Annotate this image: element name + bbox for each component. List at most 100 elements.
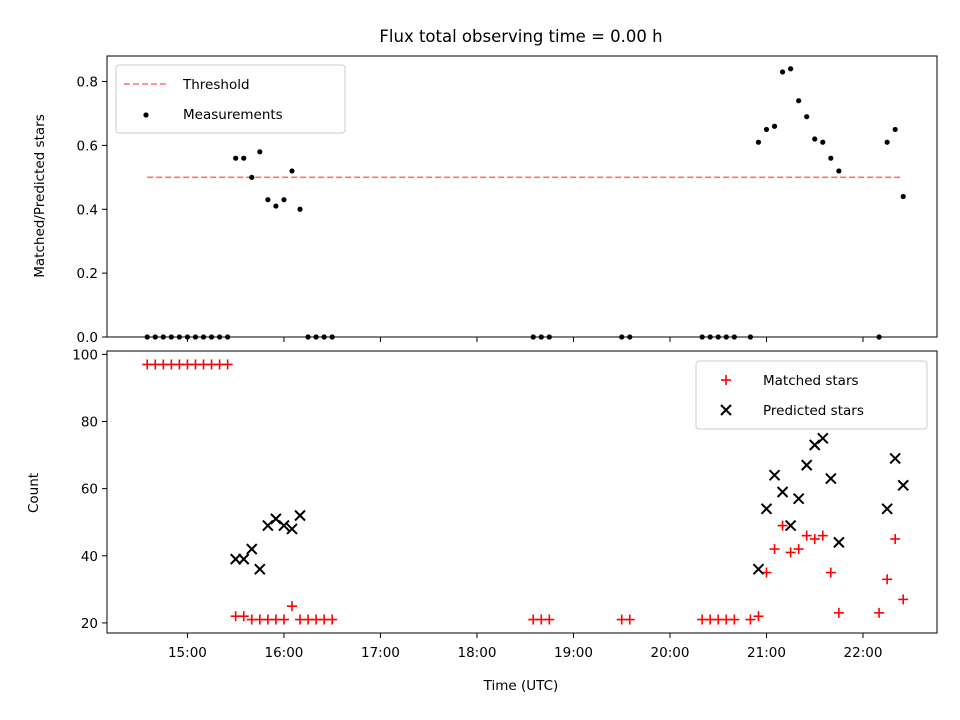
predicted-stars-point xyxy=(801,459,813,471)
measurement-point xyxy=(884,139,890,145)
predicted-stars-point xyxy=(792,493,805,505)
measurement-point xyxy=(225,334,231,340)
measurement-point xyxy=(216,334,223,340)
matched-stars-point xyxy=(753,611,764,622)
legend-threshold-label: Threshold xyxy=(182,77,250,93)
matched-stars-point xyxy=(785,547,796,558)
legend-measurements-label: Measurements xyxy=(183,107,283,123)
matched-stars-point xyxy=(809,534,820,544)
measurement-point xyxy=(305,334,311,340)
measurement-point xyxy=(265,197,271,203)
measurement-point xyxy=(249,174,255,180)
matched-stars-point xyxy=(898,594,909,605)
predicted-stars-point xyxy=(286,523,298,535)
measurement-point xyxy=(329,334,335,340)
legend-box xyxy=(115,64,346,134)
measurement-point xyxy=(538,334,544,340)
measurement-point xyxy=(747,334,754,340)
measurement-point xyxy=(699,334,705,340)
measurement-point xyxy=(876,334,882,340)
x-tick-label: 19:00 xyxy=(554,645,593,661)
measurement-point xyxy=(763,126,770,133)
matched-stars-point xyxy=(882,574,893,585)
matched-stars-point xyxy=(238,611,249,622)
measurement-point xyxy=(731,334,737,340)
predicted-stars-point xyxy=(278,519,290,532)
matched-stars-point xyxy=(327,614,338,625)
measurement-point xyxy=(233,155,239,161)
legend-box xyxy=(695,360,928,430)
measurement-point xyxy=(828,155,834,161)
measurement-point xyxy=(530,334,536,340)
measurement-point xyxy=(321,334,327,340)
measurement-point xyxy=(804,114,810,120)
measurement-point xyxy=(273,203,279,209)
matched-stars-point xyxy=(833,607,844,618)
measurement-point xyxy=(289,168,295,174)
matched-stars-point xyxy=(793,544,804,555)
top-panel: 0.0 0.2 0.4 0.6 0.8 Threshold Measurements xyxy=(77,55,938,346)
measurement-point xyxy=(788,66,794,72)
measurement-point xyxy=(192,334,199,340)
legend-measurements-swatch xyxy=(143,112,149,118)
predicted-stars-point xyxy=(760,503,773,515)
predicted-stars-point xyxy=(897,479,909,491)
y-tick-label: 20 xyxy=(81,616,98,632)
legend-predicted-swatch xyxy=(720,404,732,416)
chart-title: Flux total observing time = 0.00 h xyxy=(379,27,662,46)
plot-frame xyxy=(106,55,938,338)
measurement-point xyxy=(619,334,625,340)
y-tick-label: 60 xyxy=(81,482,98,498)
measurement-point xyxy=(152,334,158,340)
measurement-point xyxy=(715,334,721,340)
measurement-point xyxy=(812,136,818,142)
measurement-point xyxy=(779,69,786,75)
measurement-point xyxy=(281,197,287,203)
top-legend: Threshold Measurements xyxy=(115,64,346,134)
measurement-point xyxy=(184,334,191,340)
measurement-point xyxy=(313,334,319,340)
matched-stars-point xyxy=(286,601,297,612)
measurement-point xyxy=(241,155,247,161)
measurement-point xyxy=(176,334,182,340)
measurement-point xyxy=(257,149,263,155)
matched-stars-point xyxy=(544,614,555,625)
predicted-stars-point xyxy=(784,519,797,532)
y-tick-label: 80 xyxy=(81,415,98,431)
measurement-point xyxy=(200,334,207,340)
y-tick-label: 40 xyxy=(81,549,98,565)
measurement-point xyxy=(627,334,633,340)
matched-stars-point xyxy=(278,614,289,625)
predicted-stars-point xyxy=(254,563,266,575)
matched-stars-point xyxy=(729,614,740,625)
predicted-stars-point xyxy=(238,553,250,565)
x-tick-label: 17:00 xyxy=(361,645,400,661)
measurement-point xyxy=(707,334,713,340)
x-tick-label: 21:00 xyxy=(747,645,786,661)
predicted-stars-point xyxy=(833,536,845,549)
predicted-stars-point xyxy=(817,432,829,444)
x-tick-label: 20:00 xyxy=(651,645,690,661)
predicted-stars-point xyxy=(768,469,781,481)
measurement-point xyxy=(546,334,552,340)
predicted-stars-point xyxy=(294,509,306,522)
top-y-axis-label: Matched/Predicted stars xyxy=(32,114,48,277)
matched-stars-point xyxy=(825,567,836,578)
measurement-point xyxy=(900,193,906,200)
matched-stars-point xyxy=(222,359,233,370)
legend-predicted-label: Predicted stars xyxy=(763,403,864,419)
measurement-point xyxy=(160,334,166,340)
y-tick-label: 0.4 xyxy=(77,202,98,218)
matched-stars-point xyxy=(745,614,756,625)
bottom-panel: 20 40 60 80 100 15:00 16:00 17:00 18:00 19:00 20:0… xyxy=(72,347,938,661)
measurement-point xyxy=(144,334,150,340)
measurement-point xyxy=(723,334,729,340)
predicted-stars-point xyxy=(825,472,837,485)
matched-stars-point xyxy=(890,534,901,544)
measurement-point xyxy=(796,98,802,104)
predicted-stars-point xyxy=(752,563,765,575)
measurement-point xyxy=(771,123,778,129)
predicted-stars-point xyxy=(881,503,893,515)
predicted-stars-point xyxy=(889,452,901,465)
predicted-stars-point xyxy=(776,486,789,498)
